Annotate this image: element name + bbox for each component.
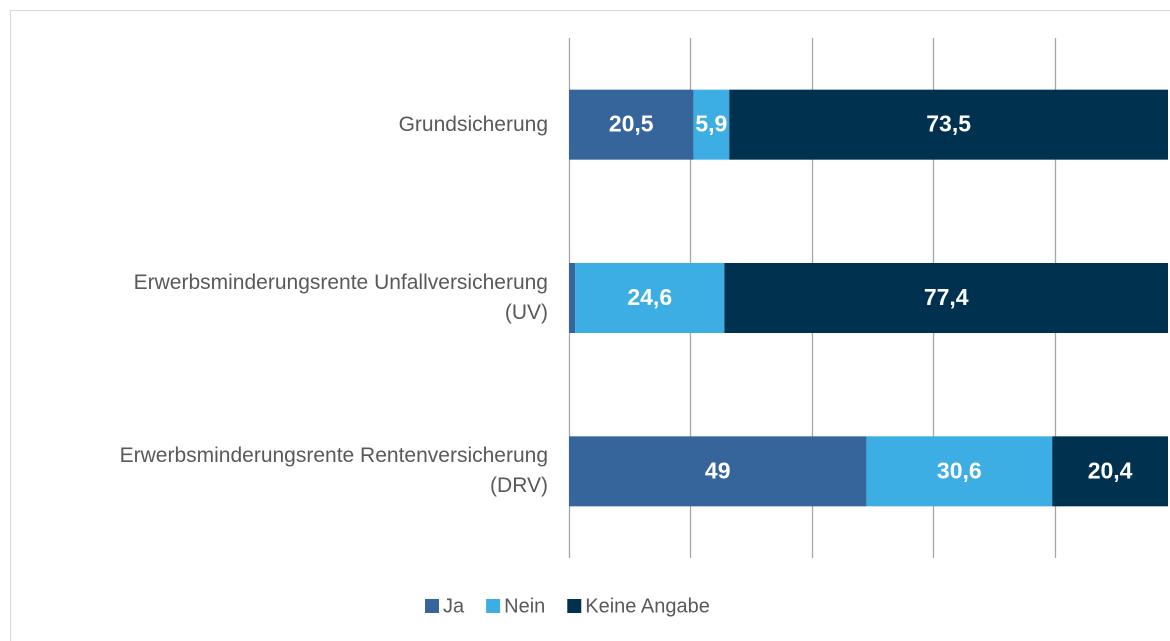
value-label: 30,6 <box>937 457 982 483</box>
category-label: Erwerbsminderungsrente Unfallversicherun… <box>133 271 548 324</box>
value-label: 24,6 <box>627 284 672 310</box>
bar-segment <box>569 263 576 333</box>
legend-label: Keine Angabe <box>585 595 710 617</box>
bar-segment <box>569 89 694 160</box>
bar-segment <box>575 263 725 333</box>
value-label: 73,5 <box>926 111 971 137</box>
bar-segment <box>724 263 1168 333</box>
bar-segment <box>693 89 730 160</box>
value-label: 77,4 <box>924 284 969 310</box>
bar-segment <box>866 436 1053 507</box>
legend-label: Nein <box>504 595 545 617</box>
category-label: Grundsicherung <box>398 112 548 136</box>
legend-label: Ja <box>443 595 465 617</box>
value-label: 20,5 <box>609 111 654 137</box>
bar-segment <box>729 89 1168 160</box>
value-label: 49 <box>705 457 731 483</box>
bar-segment <box>1052 436 1168 507</box>
value-label: 20,4 <box>1088 457 1133 483</box>
value-label: 5,9 <box>695 111 727 137</box>
category-label: Erwerbsminderungsrente Rentenversicherun… <box>119 444 548 498</box>
chart-frame <box>10 10 1170 641</box>
legend-swatch <box>486 599 501 613</box>
bar-segment <box>569 436 867 507</box>
legend-swatch <box>425 599 439 613</box>
legend-swatch <box>567 599 582 613</box>
